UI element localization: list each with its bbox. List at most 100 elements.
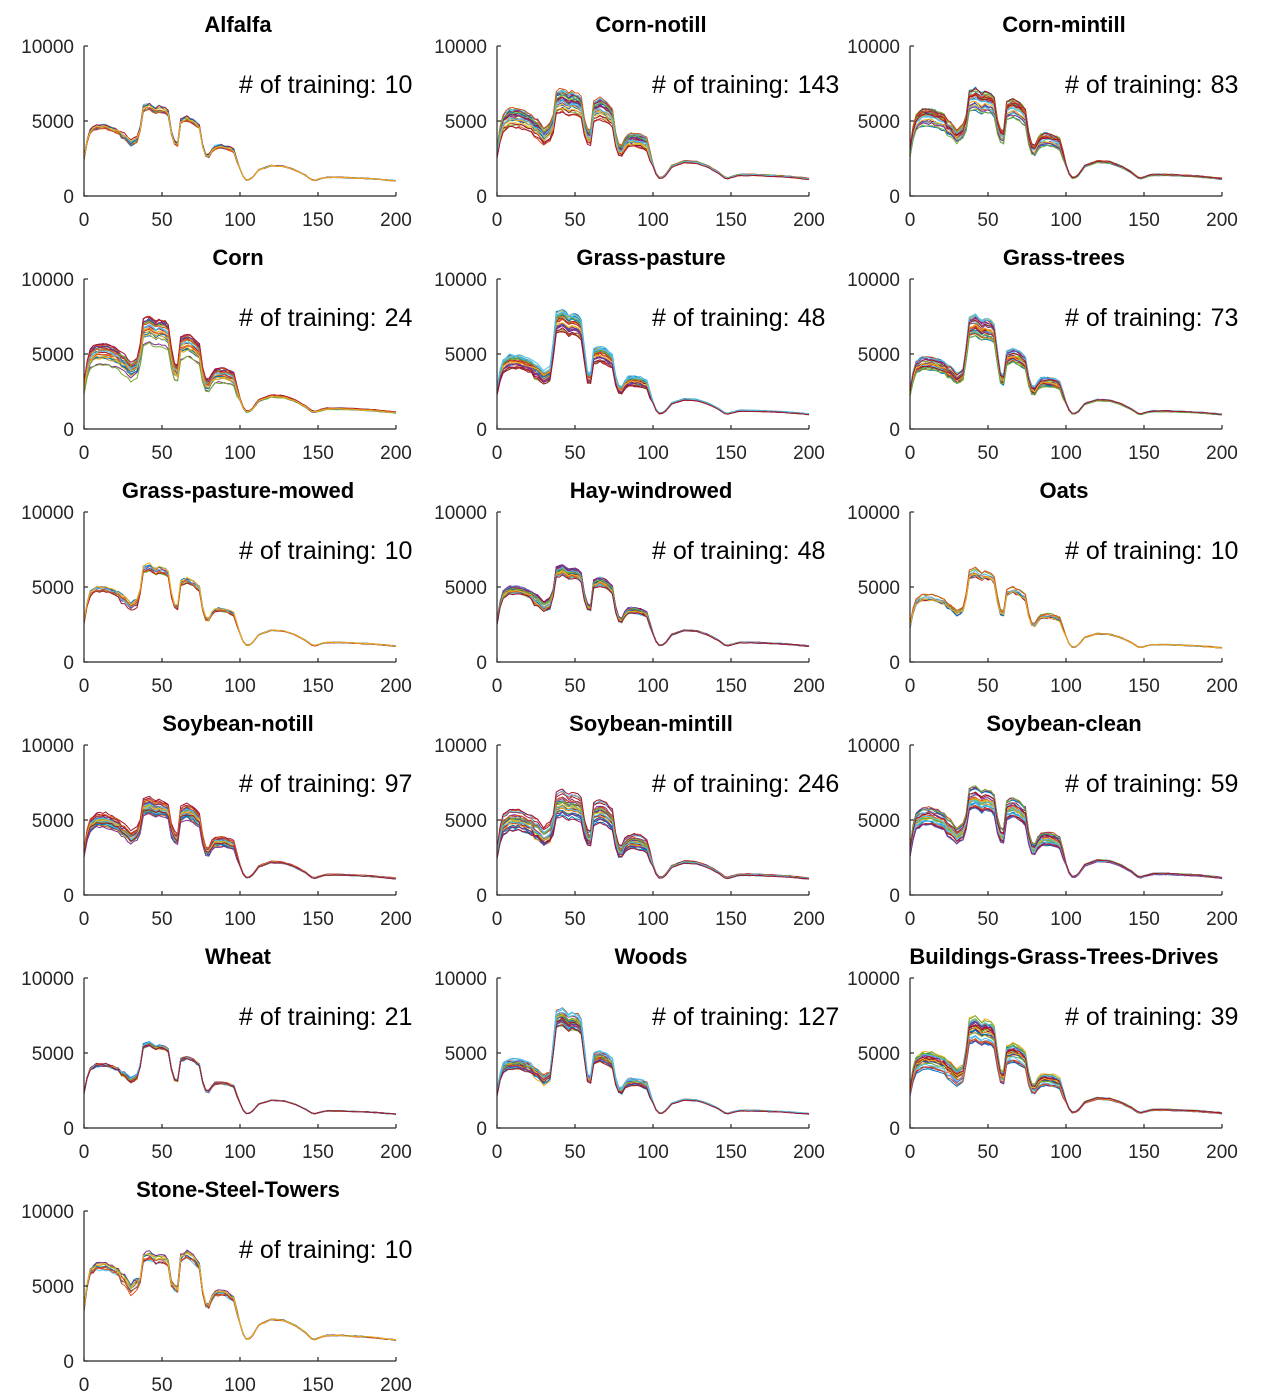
spectrum-line <box>83 806 397 880</box>
x-tick-label: 50 <box>564 1142 585 1163</box>
y-tick-label: 10000 <box>434 270 487 291</box>
spectrum-line <box>496 815 810 880</box>
training-count-value: 97 <box>385 770 413 798</box>
x-tick-label: 0 <box>79 1142 90 1163</box>
spectrum-line <box>909 805 1223 879</box>
y-tick-label: 10000 <box>21 37 74 58</box>
subplot-title: Wheat <box>205 944 272 969</box>
spectrum-line <box>496 99 810 180</box>
x-tick-label: 200 <box>380 1375 412 1396</box>
y-tick-label: 10000 <box>434 969 487 990</box>
annotation-label: # of training: <box>239 1003 377 1031</box>
subplot-title: Corn-notill <box>595 12 706 37</box>
training-count-value: 10 <box>385 537 413 565</box>
x-tick-label: 200 <box>380 443 412 464</box>
x-tick-label: 100 <box>224 676 256 697</box>
subplot: Corn 0 50 100 150 200 0 5000 10000 # of training:… <box>21 245 412 464</box>
axes <box>909 745 1222 896</box>
y-tick-label: 10000 <box>847 969 900 990</box>
x-tick-label: 0 <box>492 1142 503 1163</box>
x-tick-label: 150 <box>302 1375 334 1396</box>
y-tick-label: 10000 <box>21 969 74 990</box>
y-tick-label: 10000 <box>21 270 74 291</box>
annotation-label: # of training: <box>239 304 377 332</box>
y-tick-label: 10000 <box>434 736 487 757</box>
spectrum-line <box>909 105 1223 180</box>
x-tick-label: 0 <box>905 909 916 930</box>
annotation-label: # of training: <box>239 537 377 565</box>
axes <box>83 512 396 663</box>
y-tick-label: 5000 <box>858 112 900 133</box>
training-count-annotation: # of training: 48 <box>652 537 825 565</box>
subplot: Corn-mintill 0 50 100 150 200 0 5000 10000 # of t… <box>847 12 1238 231</box>
spectrum-line <box>909 806 1223 879</box>
x-tick-label: 100 <box>224 1142 256 1163</box>
x-tick-label: 150 <box>302 443 334 464</box>
spectrum-line <box>83 811 396 880</box>
y-tick-label: 0 <box>476 653 487 674</box>
subplot-title: Stone-Steel-Towers <box>136 1177 340 1202</box>
y-tick-label: 0 <box>476 886 487 907</box>
spectrum-line <box>909 108 1223 180</box>
subplot-title: Corn <box>212 245 263 270</box>
annotation-label: # of training: <box>239 770 377 798</box>
spectrum-line <box>909 574 1223 649</box>
y-tick-label: 10000 <box>847 270 900 291</box>
y-tick-label: 10000 <box>21 736 74 757</box>
spectrum-line <box>909 1024 1223 1114</box>
x-tick-label: 0 <box>79 443 90 464</box>
y-tick-label: 5000 <box>32 1277 74 1298</box>
x-tick-label: 200 <box>793 909 825 930</box>
x-tick-label: 50 <box>977 909 998 930</box>
spectrum-line <box>496 811 810 880</box>
annotation-label: # of training: <box>1065 304 1203 332</box>
subplot: Soybean-clean 0 50 100 150 200 0 5000 10000 # of … <box>847 711 1238 930</box>
annotation-label: # of training: <box>1065 770 1203 798</box>
y-tick-label: 0 <box>889 653 900 674</box>
x-tick-label: 200 <box>793 1142 825 1163</box>
y-tick-label: 0 <box>63 1352 74 1373</box>
axes <box>83 279 396 430</box>
spectrum-line <box>83 809 397 880</box>
x-tick-label: 200 <box>793 210 825 231</box>
subplot-title: Soybean-clean <box>986 711 1141 736</box>
x-tick-label: 100 <box>1050 210 1082 231</box>
spectrum-line <box>496 318 810 415</box>
spectrum-line <box>909 93 1223 180</box>
x-tick-label: 0 <box>905 210 916 231</box>
y-tick-label: 0 <box>889 1119 900 1140</box>
y-tick-label: 5000 <box>445 345 487 366</box>
x-tick-label: 50 <box>564 676 585 697</box>
annotation-label: # of training: <box>1065 1003 1203 1031</box>
y-tick-label: 0 <box>63 1119 74 1140</box>
axes <box>909 512 1222 663</box>
x-tick-label: 0 <box>79 210 90 231</box>
y-tick-label: 5000 <box>445 578 487 599</box>
x-tick-label: 200 <box>1206 443 1238 464</box>
spectrum-line <box>496 106 810 180</box>
y-tick-label: 0 <box>63 420 74 441</box>
spectrum-line <box>909 1020 1223 1114</box>
spectrum-line <box>909 320 1223 415</box>
annotation-label: # of training: <box>239 71 377 99</box>
y-tick-label: 5000 <box>858 1044 900 1065</box>
x-tick-label: 50 <box>977 1142 998 1163</box>
y-tick-label: 0 <box>889 187 900 208</box>
spectrum-line <box>496 1017 810 1115</box>
spectrum-line <box>83 1256 397 1341</box>
y-tick-label: 0 <box>476 187 487 208</box>
y-tick-label: 5000 <box>32 811 74 832</box>
axes <box>83 745 396 896</box>
x-tick-label: 100 <box>637 443 669 464</box>
subplot: Woods 0 50 100 150 200 0 5000 10000 # of training… <box>434 944 839 1163</box>
x-tick-label: 150 <box>1128 909 1160 930</box>
training-count-annotation: # of training: 39 <box>1065 1003 1238 1031</box>
spectrum-line <box>496 331 809 416</box>
spectrum-line <box>83 330 397 413</box>
x-tick-label: 100 <box>637 1142 669 1163</box>
x-tick-label: 200 <box>380 210 412 231</box>
spectrum-line <box>83 105 396 182</box>
training-count-annotation: # of training: 127 <box>652 1003 839 1031</box>
x-tick-label: 150 <box>1128 443 1160 464</box>
y-tick-label: 0 <box>476 420 487 441</box>
